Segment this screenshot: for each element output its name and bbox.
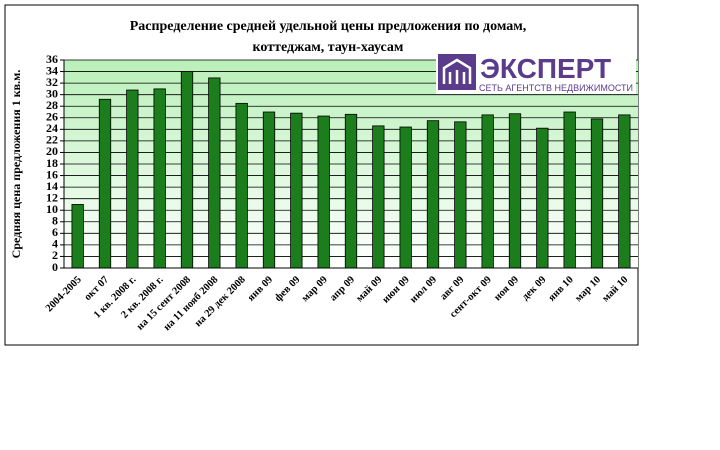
- y-tick-label: 10: [46, 202, 58, 216]
- bar: [126, 89, 139, 269]
- bar: [290, 112, 303, 269]
- y-tick-label: 34: [46, 63, 58, 77]
- y-axis-label: Средняя цена предложения 1 кв.м.: [9, 70, 23, 259]
- bar: [262, 111, 276, 269]
- bar: [344, 113, 358, 269]
- bar: [481, 114, 494, 269]
- bar: [98, 98, 112, 269]
- y-tick-label: 28: [46, 98, 58, 112]
- y-tick-label: 22: [46, 133, 58, 147]
- y-tick-label: 36: [46, 52, 58, 66]
- chart-title: Распределение средней удельной цены пред…: [130, 19, 527, 34]
- y-tick-label: 32: [46, 75, 58, 89]
- bar: [426, 120, 440, 269]
- chart-title: коттеджам, таун-хаусам: [253, 40, 404, 55]
- bar: [454, 121, 467, 269]
- y-tick-label: 6: [52, 225, 58, 239]
- bar: [317, 115, 330, 269]
- bar: [536, 127, 549, 269]
- y-tick-label: 0: [52, 260, 58, 274]
- bar: [508, 113, 522, 269]
- bar: [590, 118, 604, 269]
- bar: [208, 77, 221, 269]
- bar: [71, 204, 84, 269]
- logo-tagline: СЕТЬ АГЕНТСТВ НЕДВИЖИМОСТИ: [479, 83, 633, 93]
- logo-name: ЭКСПЕРТ: [480, 53, 611, 84]
- y-tick-label: 4: [52, 237, 58, 251]
- bar: [563, 111, 576, 269]
- bar: [235, 102, 248, 269]
- y-tick-label: 12: [46, 190, 58, 204]
- y-tick-label: 16: [46, 167, 58, 181]
- y-tick-label: 18: [46, 156, 58, 170]
- y-tick-label: 24: [46, 121, 58, 135]
- logo-house: [442, 58, 472, 84]
- y-tick-label: 14: [46, 179, 58, 193]
- bar: [618, 114, 631, 269]
- y-tick-label: 2: [52, 248, 58, 262]
- y-tick-label: 20: [46, 144, 58, 158]
- y-tick-label: 26: [46, 110, 58, 124]
- bar: [372, 125, 385, 269]
- bar: [153, 88, 166, 269]
- bar: [399, 126, 412, 269]
- y-tick-label: 8: [52, 214, 58, 228]
- y-tick-label: 30: [46, 86, 58, 100]
- logo: ЭКСПЕРТ СЕТЬ АГЕНТСТВ НЕДВИЖИМОСТИ: [436, 52, 636, 94]
- bar: [180, 71, 194, 269]
